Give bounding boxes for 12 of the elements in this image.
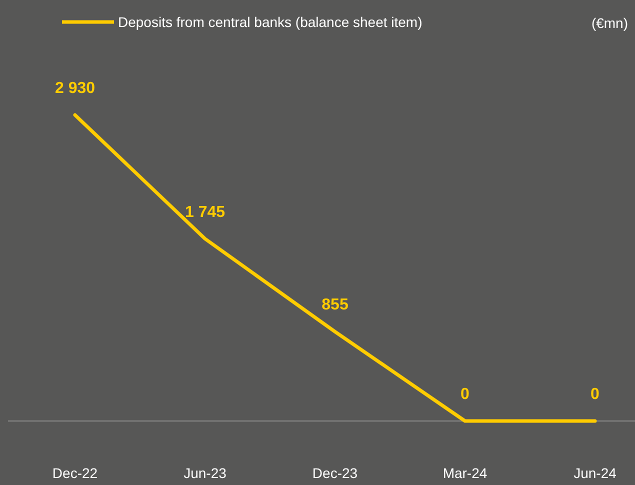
- data-label: 0: [460, 386, 470, 403]
- data-label: 1 745: [184, 204, 226, 221]
- data-label: 0: [590, 386, 600, 403]
- x-tick-label: Jun-24: [574, 465, 617, 481]
- x-tick-label: Dec-22: [52, 465, 98, 481]
- x-tick-label: Jun-23: [184, 465, 227, 481]
- data-label: 2 930: [54, 80, 96, 97]
- x-tick-label: Mar-24: [442, 465, 488, 481]
- data-label: 855: [322, 296, 348, 314]
- legend-label: Deposits from central banks (balance sheet item): [118, 14, 422, 30]
- text: (€mn): [591, 15, 628, 31]
- x-tick-label: Dec-23: [312, 465, 358, 481]
